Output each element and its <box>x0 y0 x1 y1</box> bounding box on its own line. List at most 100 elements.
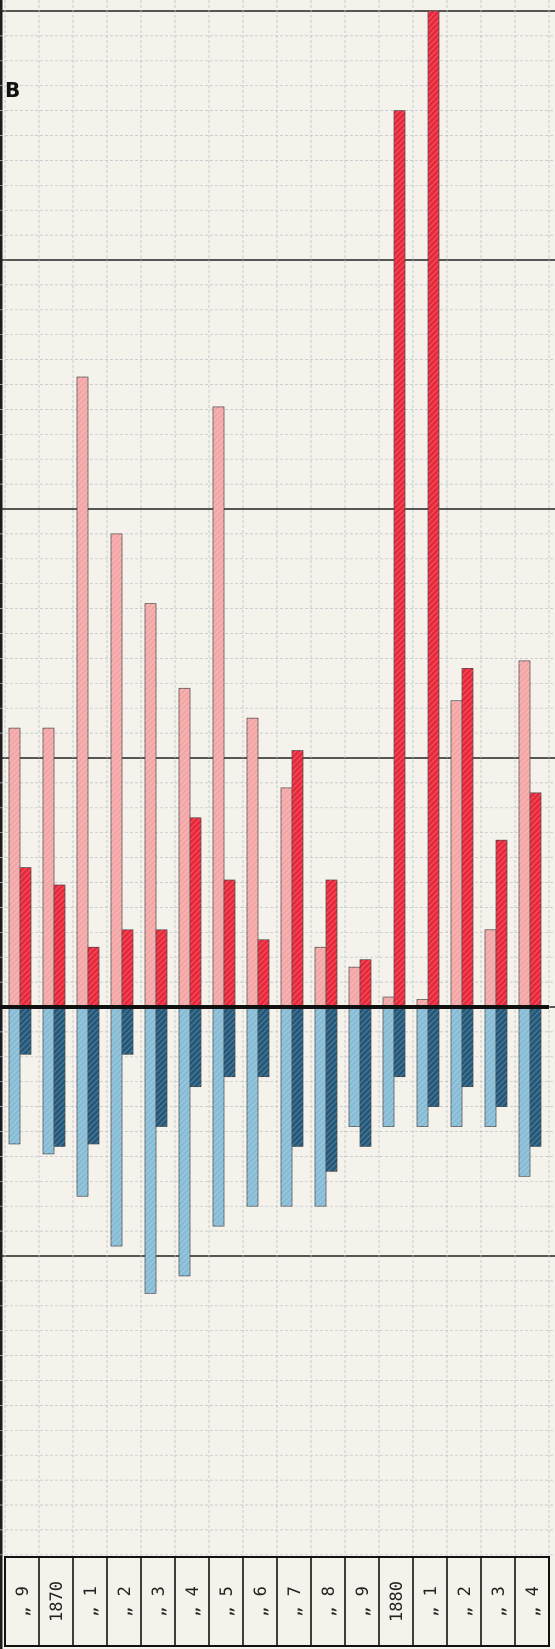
bar-hatch <box>519 660 530 1007</box>
bar-hatch <box>43 728 54 1007</box>
bar-hatch <box>281 787 292 1007</box>
bar-hatch <box>20 867 31 1007</box>
tick-label: „ 8 <box>319 1586 339 1617</box>
corner-label: B <box>5 78 20 102</box>
bar-hatch <box>360 959 371 1007</box>
bar-hatch <box>417 999 428 1007</box>
bar-hatch <box>9 728 20 1007</box>
bar-hatch <box>122 929 133 1007</box>
bar-hatch <box>519 1007 530 1177</box>
bar <box>461 1006 474 1088</box>
bar <box>42 727 55 1008</box>
bar <box>518 1006 531 1177</box>
bar-hatch <box>383 997 394 1007</box>
tick-label: „ 9 <box>353 1586 373 1617</box>
bar <box>110 1006 123 1247</box>
bar-hatch <box>292 750 303 1007</box>
bar-hatch <box>428 11 439 1007</box>
bar <box>416 1006 429 1127</box>
bar <box>155 929 168 1008</box>
bar <box>19 867 32 1008</box>
bar <box>484 929 497 1008</box>
bar-hatch <box>417 1007 428 1127</box>
bar <box>518 660 531 1008</box>
bar <box>359 1006 372 1147</box>
bar-hatch <box>496 1007 507 1107</box>
bar-hatch <box>190 1007 201 1087</box>
bar-hatch <box>258 1007 269 1077</box>
bar <box>76 1006 89 1197</box>
bar <box>223 1006 236 1078</box>
bar <box>427 10 440 1008</box>
bar-hatch <box>281 1007 292 1207</box>
bar-hatch <box>360 1007 371 1147</box>
bar-hatch <box>111 1007 122 1247</box>
bar <box>280 1006 293 1207</box>
bar-hatch <box>156 929 167 1007</box>
bar-hatch <box>156 1007 167 1127</box>
tick-label: „ 3 <box>489 1586 509 1617</box>
bar-hatch <box>394 1007 405 1077</box>
bar-hatch <box>383 1007 394 1127</box>
bar <box>76 376 89 1008</box>
tick-label: „ 5 <box>217 1586 237 1617</box>
bar-hatch <box>315 947 326 1007</box>
bar-hatch <box>77 377 88 1007</box>
bar <box>314 946 327 1008</box>
bar <box>325 879 338 1008</box>
bar <box>212 406 225 1008</box>
bar-hatch <box>326 1007 337 1172</box>
bar <box>529 792 542 1008</box>
bars <box>8 10 542 1294</box>
bar-hatch <box>77 1007 88 1197</box>
bar <box>382 1006 395 1127</box>
tick-label: 1870 <box>47 1581 67 1622</box>
bar <box>87 1006 100 1145</box>
bar <box>325 1006 338 1172</box>
bar-hatch <box>54 1007 65 1147</box>
bar-hatch <box>292 1007 303 1147</box>
bar <box>189 817 202 1008</box>
bar <box>178 687 191 1008</box>
bar <box>348 966 361 1008</box>
bar <box>461 668 474 1008</box>
bar <box>212 1006 225 1227</box>
tick-label: „ 6 <box>251 1586 271 1617</box>
bar <box>87 946 100 1008</box>
bar-hatch <box>394 110 405 1008</box>
bar <box>8 1006 21 1145</box>
bar-hatch <box>349 967 360 1007</box>
bar-hatch <box>224 880 235 1007</box>
bar <box>246 1006 259 1207</box>
bar-hatch <box>179 1007 190 1276</box>
bar <box>121 929 134 1008</box>
bar-hatch <box>451 700 462 1007</box>
bar-hatch <box>451 1007 462 1127</box>
bar <box>529 1006 542 1147</box>
bar-hatch <box>485 929 496 1007</box>
bar <box>144 603 157 1008</box>
year-table: „ 9 1870 „ 1 „ 2 „ 3 „ 4 „ 5 „ 6 „ 7 „ 8 „ 9 1880 „ … <box>4 1556 550 1647</box>
bar <box>189 1006 202 1088</box>
bar-hatch <box>145 1007 156 1294</box>
bar-hatch <box>462 1007 473 1087</box>
tick-label: „ 4 <box>183 1586 203 1617</box>
tick-label: „ 1 <box>421 1586 441 1617</box>
bar <box>450 1006 463 1127</box>
tick-label: „ 9 <box>13 1586 33 1617</box>
bar-hatch <box>496 840 507 1007</box>
bar <box>291 750 304 1008</box>
bar-hatch <box>326 880 337 1007</box>
bar <box>42 1006 55 1155</box>
bar <box>19 1006 32 1055</box>
bar <box>155 1006 168 1127</box>
bar-hatch <box>485 1007 496 1127</box>
bar <box>484 1006 497 1127</box>
tick-label: „ 4 <box>523 1586 543 1617</box>
bar <box>314 1006 327 1207</box>
bar-hatch <box>213 406 224 1007</box>
bar <box>257 939 270 1008</box>
bar-hatch <box>530 1007 541 1147</box>
bar <box>110 533 123 1008</box>
